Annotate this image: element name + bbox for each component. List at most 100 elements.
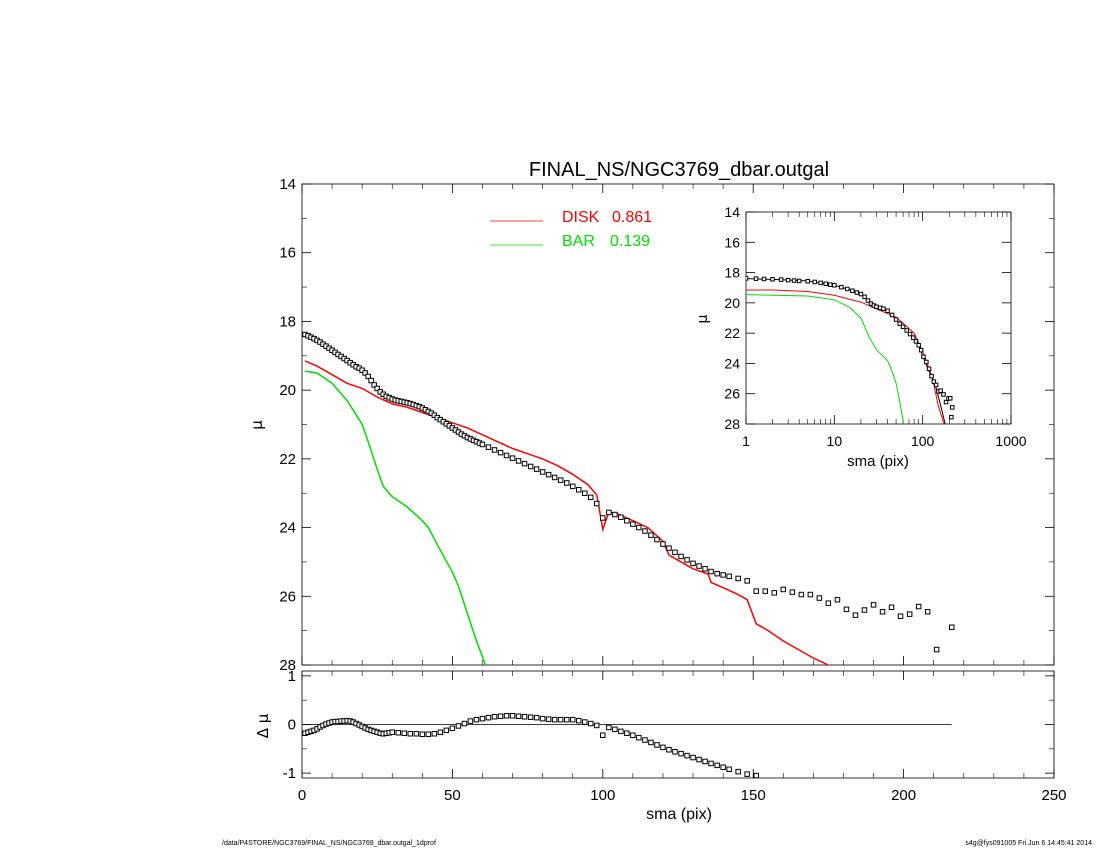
y-tick-label: 0 — [288, 717, 296, 734]
data-point — [746, 276, 749, 281]
data-point — [796, 278, 802, 284]
data-point — [843, 606, 850, 613]
data-point — [798, 591, 805, 598]
data-point — [521, 460, 528, 467]
data-point — [702, 566, 708, 572]
data-point — [862, 294, 867, 300]
data-point — [594, 722, 600, 729]
data-point — [618, 728, 624, 735]
data-point — [642, 737, 648, 743]
data-point — [897, 321, 902, 326]
data-point — [666, 747, 672, 753]
x-tick-label: 150 — [741, 787, 766, 804]
y-tick-label: 20 — [724, 295, 740, 311]
data-point — [612, 726, 618, 733]
data-point — [497, 449, 504, 456]
data-point — [823, 281, 828, 286]
inset-y-axis-label: μ — [695, 314, 711, 323]
legend-bar-label: BAR — [562, 233, 595, 250]
y-tick-label: 18 — [724, 265, 740, 281]
data-point — [933, 646, 940, 653]
data-point — [889, 312, 895, 318]
data-point — [832, 283, 837, 288]
data-point — [714, 762, 720, 769]
data-point — [854, 290, 860, 295]
data-point — [780, 586, 786, 593]
series-line-bar — [746, 294, 905, 424]
data-point — [515, 458, 522, 464]
y-tick-label: 16 — [724, 234, 740, 250]
data-point — [924, 609, 931, 615]
data-point — [636, 734, 642, 741]
x-tick-label: 100 — [590, 787, 615, 804]
y-tick-label: 26 — [279, 588, 296, 605]
data-point — [654, 536, 660, 543]
data-point — [753, 772, 759, 778]
x-tick-label: 1000 — [995, 433, 1026, 449]
data-point — [926, 366, 932, 371]
data-point — [684, 557, 690, 563]
x-tick-label: 100 — [911, 433, 935, 449]
data-point — [812, 279, 817, 285]
data-point — [818, 280, 823, 286]
x-tick-label: 200 — [891, 787, 916, 804]
data-point — [753, 276, 759, 281]
data-point — [527, 463, 534, 470]
data-point — [443, 727, 450, 734]
data-point — [564, 716, 570, 723]
data-point — [648, 532, 654, 538]
data-point — [666, 545, 672, 551]
data-point — [368, 377, 374, 384]
y-tick-label: 14 — [279, 176, 296, 193]
inset-x-axis-label: sma (pix) — [847, 453, 909, 470]
inset-series-group — [746, 276, 955, 424]
data-point — [910, 335, 916, 340]
data-point — [533, 714, 540, 721]
y-tick-label: 24 — [279, 520, 296, 537]
data-point — [684, 752, 690, 759]
data-point — [588, 720, 594, 727]
data-point — [690, 754, 696, 761]
residual-y-axis-label: Δ μ — [254, 713, 272, 738]
y-tick-label: -1 — [283, 765, 296, 782]
residual-series-group — [302, 713, 759, 778]
y-tick-label: 14 — [724, 204, 740, 220]
main-y-axis-label: μ — [248, 420, 266, 430]
y-tick-label: 26 — [724, 386, 740, 402]
data-point — [389, 729, 395, 735]
main-profile-panel: FINAL_NS/NGC3769_dbar.outgal μ DISK 0.86… — [248, 159, 1055, 674]
data-point — [630, 732, 636, 738]
footer-timestamp: s4g@fys091005 Fri Jun 6 14:45:41 2014 — [965, 840, 1092, 847]
data-point — [618, 514, 624, 520]
data-point — [708, 760, 714, 767]
data-point — [449, 725, 456, 732]
data-point — [744, 771, 750, 777]
data-point — [515, 713, 522, 719]
data-point — [845, 286, 850, 292]
data-point — [825, 600, 832, 606]
data-point — [570, 716, 576, 723]
data-point — [881, 306, 886, 311]
y-tick-label: 1 — [288, 668, 296, 685]
data-point — [915, 603, 922, 610]
footer-file-path: /data/P4STORE/NGC3769/FINAL_NS/NGC3769_d… — [222, 840, 436, 847]
data-point — [770, 277, 775, 282]
data-point — [672, 549, 678, 556]
data-point — [582, 719, 588, 725]
data-point — [576, 717, 582, 724]
main-plot-frame — [301, 183, 1055, 666]
data-point — [545, 716, 552, 722]
data-point — [485, 714, 492, 721]
data-point — [521, 714, 528, 720]
data-point — [805, 279, 810, 284]
data-point — [714, 570, 720, 577]
data-point — [735, 575, 741, 582]
y-tick-label: 28 — [724, 416, 740, 432]
data-point — [870, 602, 877, 608]
data-point — [885, 308, 890, 313]
y-tick-label: 22 — [279, 451, 296, 468]
data-point — [570, 483, 576, 490]
data-point — [557, 716, 564, 723]
data-point — [636, 524, 642, 531]
data-point — [600, 732, 606, 738]
